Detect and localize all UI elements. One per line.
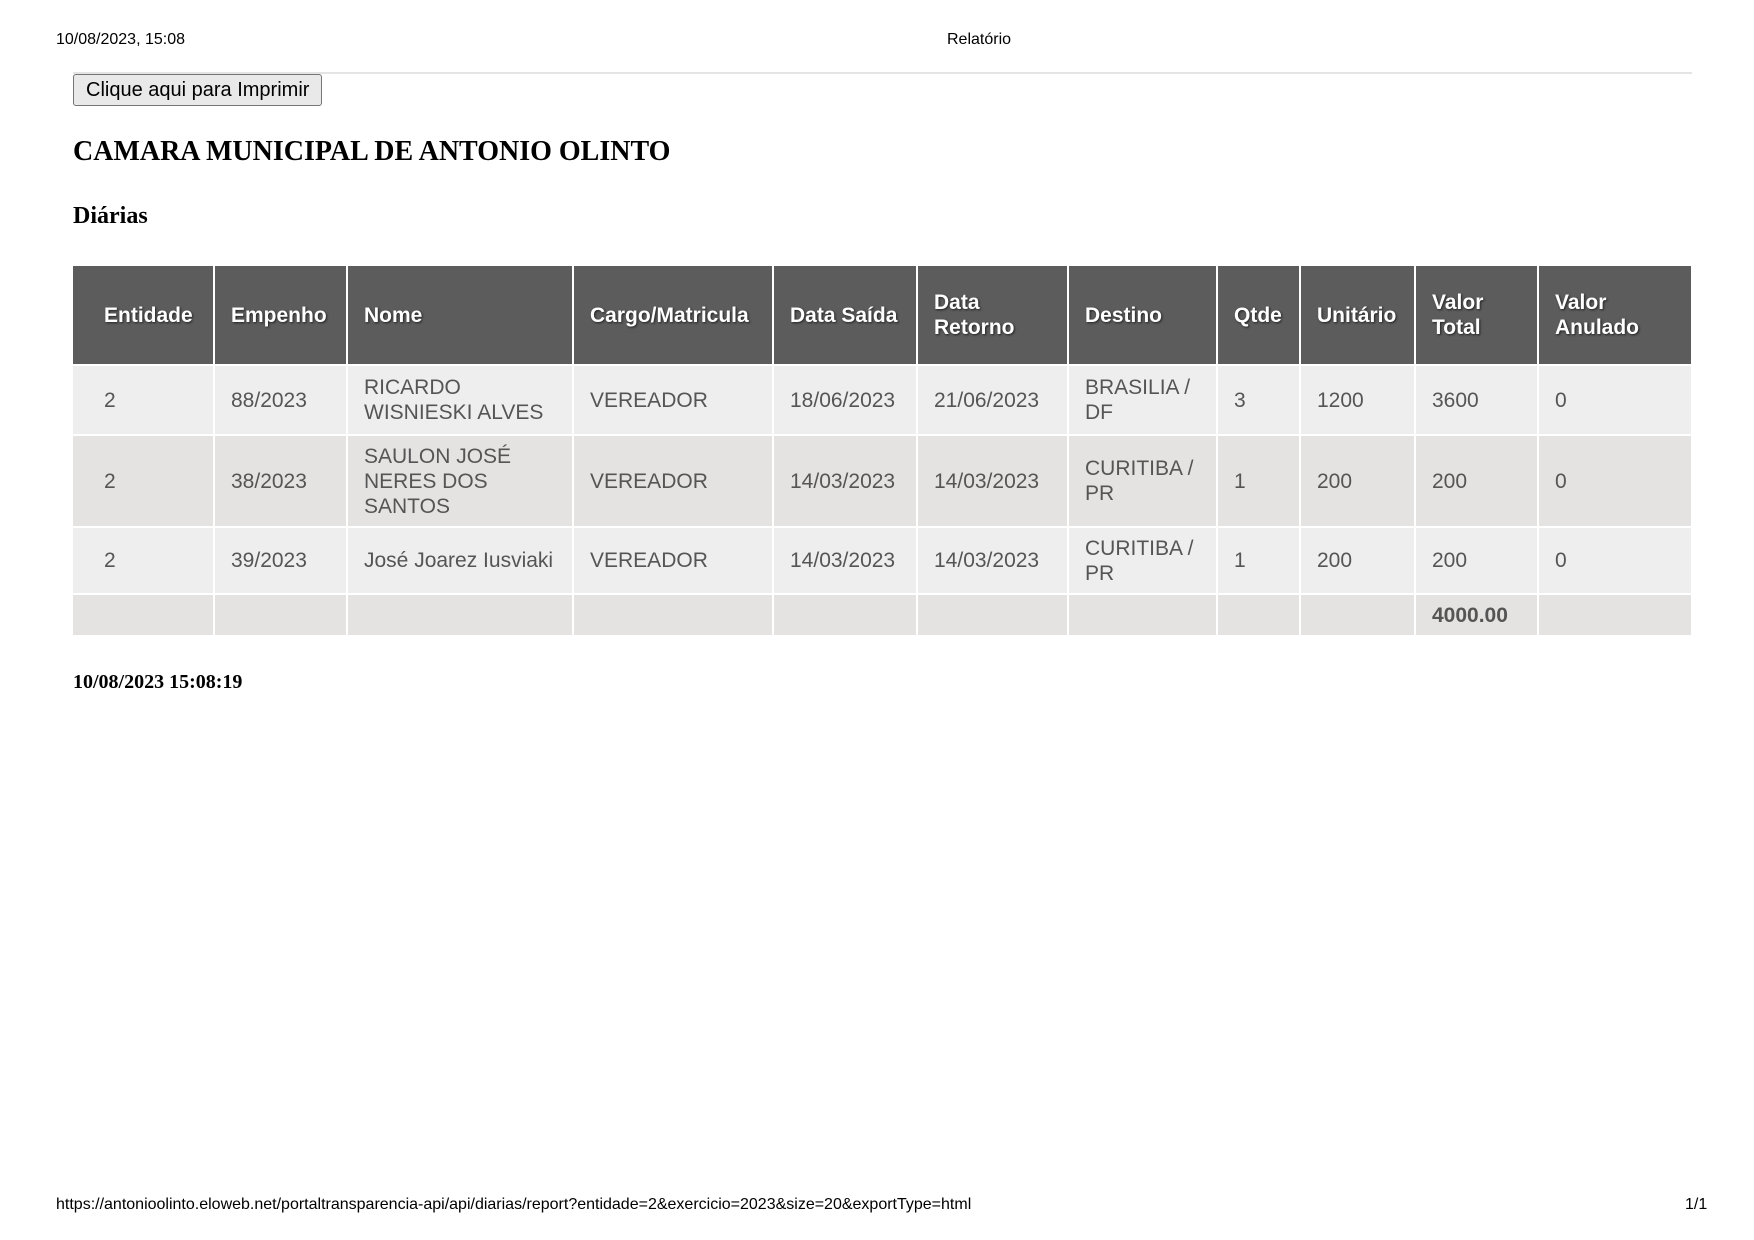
column-header: Valor Total [1414,266,1539,366]
section-title: Diárias [73,203,148,229]
table-cell: 1200 [1299,364,1416,436]
table-cell [73,593,215,637]
table-cell: 1 [1216,526,1301,595]
table-cell: 2 [73,434,215,528]
generated-timestamp: 10/08/2023 15:08:19 [73,671,243,693]
table-cell: 0 [1537,364,1693,436]
table-cell: 1 [1216,434,1301,528]
table-cell: 14/03/2023 [916,526,1069,595]
print-url: https://antonioolinto.eloweb.net/portalt… [56,1196,972,1213]
table-cell: 0 [1537,526,1693,595]
column-header: Destino [1067,266,1218,366]
divider [73,72,1692,74]
table-cell [1299,593,1416,637]
table-cell: VEREADOR [572,364,774,436]
table-cell: SAULON JOSÉ NERES DOS SANTOS [346,434,574,528]
table-cell [572,593,774,637]
table-cell [346,593,574,637]
print-button[interactable]: Clique aqui para Imprimir [73,74,323,106]
column-header: Qtde [1216,266,1301,366]
column-header: Empenho [213,266,348,366]
table-cell: RICARDO WISNIESKI ALVES [346,364,574,436]
table-cell: 3600 [1414,364,1539,436]
table-cell [772,593,918,637]
print-datetime: 10/08/2023, 15:08 [56,31,186,48]
table-cell: 14/03/2023 [772,526,918,595]
table-cell: 14/03/2023 [916,434,1069,528]
page-number: 1/1 [1685,1196,1708,1213]
table-cell: 38/2023 [213,434,348,528]
table-cell: 3 [1216,364,1301,436]
table-cell: José Joarez Iusviaki [346,526,574,595]
column-header: Cargo/Matricula [572,266,774,366]
table-row: 2 88/2023 RICARDO WISNIESKI ALVES VEREADOR 1… [73,364,1693,436]
page-title: CAMARA MUNICIPAL DE ANTONIO OLINTO [73,136,671,167]
column-header: Data Saída [772,266,918,366]
total-valor: 4000.00 [1414,593,1539,637]
column-header: Data Retorno [916,266,1069,366]
table-row: 2 38/2023 SAULON JOSÉ NERES DOS SANTOS VERE… [73,434,1693,528]
table-cell: 0 [1537,434,1693,528]
total-row: 4000.00 [73,593,1693,637]
table-cell: 200 [1414,526,1539,595]
column-header: Valor Anulado [1537,266,1693,366]
table-cell: 2 [73,526,215,595]
column-header: Entidade [73,266,215,366]
table-cell: 39/2023 [213,526,348,595]
table-cell: VEREADOR [572,434,774,528]
table-cell [1067,593,1218,637]
table-cell: 200 [1299,526,1416,595]
table-cell: 200 [1299,434,1416,528]
table-cell [1537,593,1693,637]
table-cell: 14/03/2023 [772,434,918,528]
table-cell: CURITIBA / PR [1067,434,1218,528]
table-cell [1216,593,1301,637]
print-title: Relatório [947,31,1012,48]
table-cell: 200 [1414,434,1539,528]
diarias-table: Entidade Empenho Nome Cargo/Matricula Data S… [73,266,1693,637]
table-cell: 21/06/2023 [916,364,1069,436]
table-cell: VEREADOR [572,526,774,595]
table-cell: 88/2023 [213,364,348,436]
column-header: Unitário [1299,266,1416,366]
table-header-row: Entidade Empenho Nome Cargo/Matricula Data S… [73,266,1693,366]
table-cell: 2 [73,364,215,436]
table-cell [916,593,1069,637]
table-cell: BRASILIA / DF [1067,364,1218,436]
table-cell: CURITIBA / PR [1067,526,1218,595]
table-cell [213,593,348,637]
table-cell: 18/06/2023 [772,364,918,436]
table-row: 2 39/2023 José Joarez Iusviaki VEREADOR 14/0… [73,526,1693,595]
column-header: Nome [346,266,574,366]
